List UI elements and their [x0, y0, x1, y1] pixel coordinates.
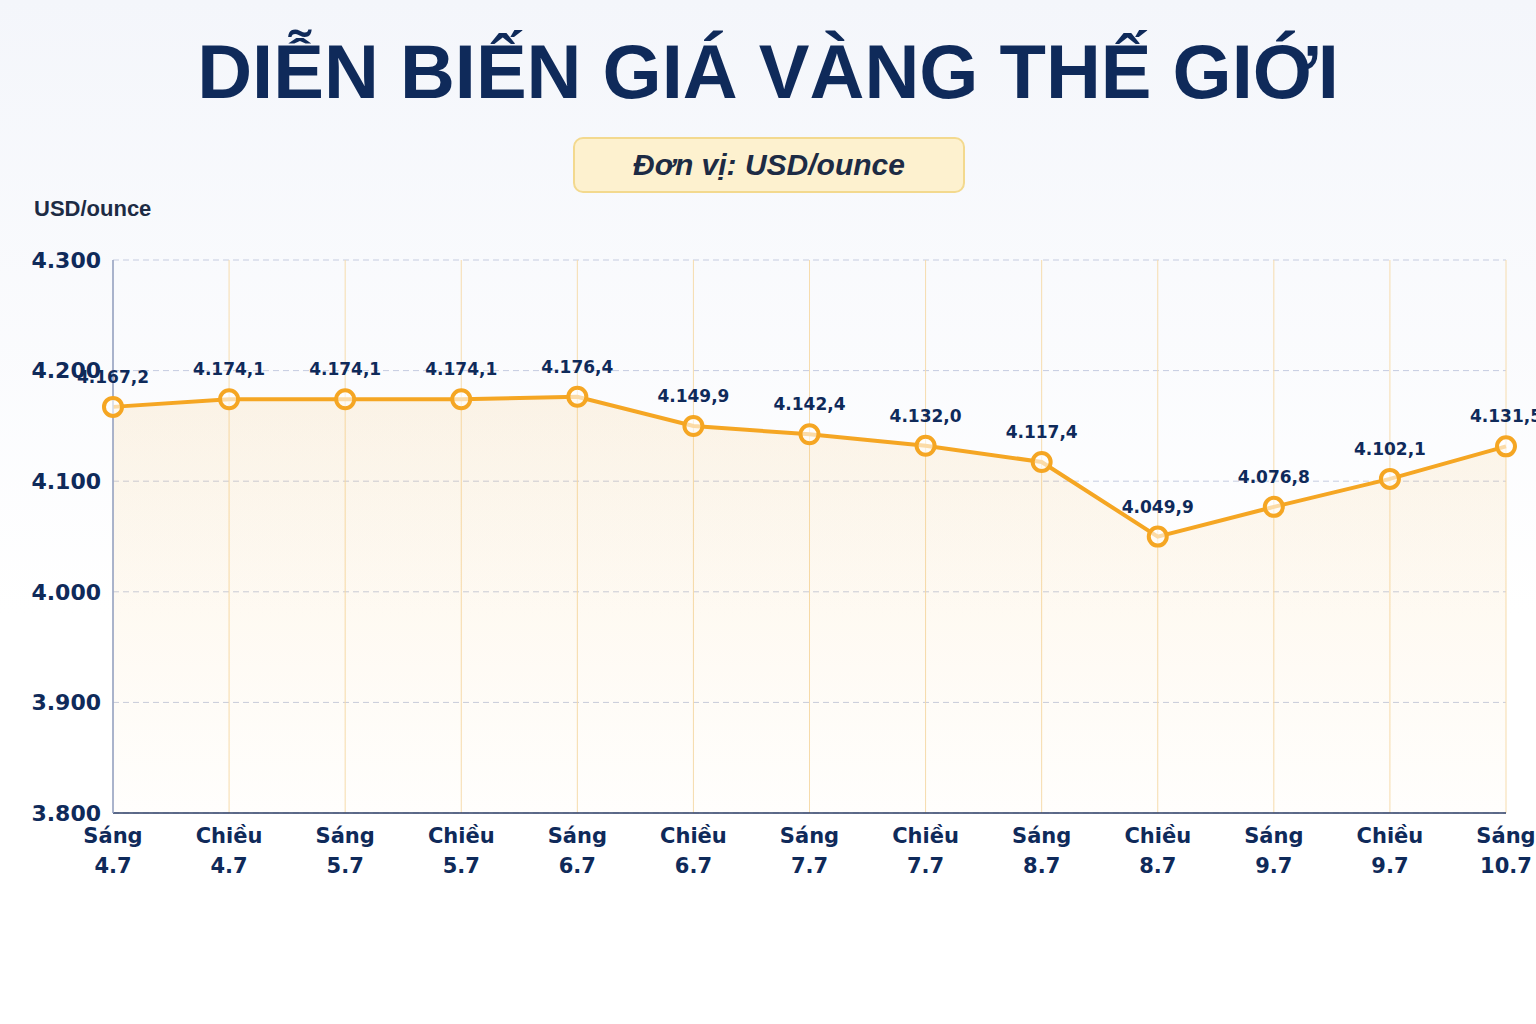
html-text:DIỄN BIẾN GIÁ VÀNG THẾ GIỚI: DIỄN BIẾN GIÁ VÀNG THẾ GIỚI: [197, 29, 1339, 114]
svg-text:3.900: 3.900: [31, 690, 101, 715]
html-text:USD/ounce: USD/ounce: [34, 196, 152, 221]
svg-text:4.174,1: 4.174,1: [193, 359, 265, 379]
svg-text:4.100: 4.100: [31, 469, 101, 494]
svg-text:Sáng6.7: Sáng6.7: [548, 824, 607, 878]
svg-text:4.000: 4.000: [31, 580, 101, 605]
svg-text:4.174,1: 4.174,1: [425, 359, 497, 379]
svg-text:Chiều8.7: Chiều8.7: [1124, 824, 1191, 878]
svg-text:Chiều5.7: Chiều5.7: [428, 824, 495, 878]
svg-text:4.167,2: 4.167,2: [77, 367, 149, 387]
svg-text:Sáng9.7: Sáng9.7: [1244, 824, 1303, 878]
svg-text:4.176,4: 4.176,4: [541, 357, 613, 377]
svg-text:4.142,4: 4.142,4: [773, 394, 845, 414]
svg-text:4.300: 4.300: [31, 248, 101, 273]
svg-text:Chiều7.7: Chiều7.7: [892, 824, 959, 878]
svg-text:4.174,1: 4.174,1: [309, 359, 381, 379]
svg-text:Sáng7.7: Sáng7.7: [780, 824, 839, 878]
svg-text:Chiều4.7: Chiều4.7: [196, 824, 263, 878]
svg-text:Sáng10.7: Sáng10.7: [1476, 824, 1535, 878]
svg-text:4.049,9: 4.049,9: [1122, 497, 1194, 517]
svg-text:4.149,9: 4.149,9: [657, 386, 729, 406]
svg-text:Chiều6.7: Chiều6.7: [660, 824, 727, 878]
svg-text:3.800: 3.800: [31, 801, 101, 826]
svg-text:4.132,0: 4.132,0: [890, 406, 962, 426]
html-text:Đơn vị: USD/ounce: Đơn vị: USD/ounce: [633, 148, 905, 181]
svg-text:4.117,4: 4.117,4: [1006, 422, 1078, 442]
svg-text:4.076,8: 4.076,8: [1238, 467, 1310, 487]
svg-text:4.102,1: 4.102,1: [1354, 439, 1426, 459]
svg-text:Sáng8.7: Sáng8.7: [1012, 824, 1071, 878]
svg-text:Chiều9.7: Chiều9.7: [1357, 824, 1424, 878]
svg-text:4.200: 4.200: [31, 358, 101, 384]
svg-text:Sáng4.7: Sáng4.7: [83, 824, 142, 878]
svg-text:Sáng5.7: Sáng5.7: [316, 824, 375, 878]
svg-text:4.131,5: 4.131,5: [1470, 406, 1536, 426]
